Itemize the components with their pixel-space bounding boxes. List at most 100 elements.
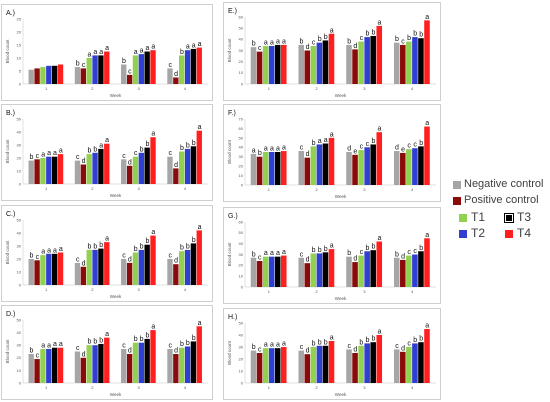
significance-letter: a	[198, 124, 202, 131]
y-tick-label: 20	[17, 256, 22, 261]
x-tick-label: 3	[363, 86, 366, 91]
bar	[57, 252, 64, 285]
significance-letter: b	[186, 142, 190, 149]
bar	[262, 348, 269, 383]
significance-letter: a	[425, 323, 429, 330]
bar	[274, 348, 281, 383]
bar	[86, 249, 92, 285]
bar	[268, 152, 275, 185]
significance-letter: a	[330, 335, 334, 342]
bar	[46, 348, 52, 383]
significance-letter: b	[318, 36, 322, 43]
significance-letter: a	[134, 49, 138, 56]
significance-letter: b	[371, 244, 375, 251]
bar	[98, 343, 104, 383]
significance-letter: c	[82, 62, 86, 69]
significance-letter: a	[330, 243, 334, 250]
significance-letter: a	[318, 138, 322, 145]
bar	[274, 152, 281, 185]
significance-letter: d	[353, 43, 357, 50]
x-tick-label: 1	[45, 186, 48, 191]
x-tick-label: 1	[45, 287, 48, 292]
y-tick-label: 0	[19, 181, 22, 186]
bar	[418, 38, 424, 84]
bar	[418, 251, 424, 287]
bar	[393, 257, 400, 287]
significance-letter: b	[99, 242, 103, 249]
bar	[316, 345, 323, 383]
significance-letter: a	[151, 324, 155, 331]
bar	[268, 256, 275, 287]
significance-letter: c	[401, 38, 405, 45]
bar	[310, 347, 317, 383]
significance-letter: a	[105, 45, 109, 52]
bar	[179, 251, 185, 285]
y-tick-label: 20	[239, 356, 244, 361]
significance-letter: b	[186, 340, 190, 347]
bar	[51, 156, 58, 184]
y-axis-label: Blood count	[5, 339, 10, 364]
significance-letter: d	[401, 253, 405, 260]
bar	[126, 354, 133, 383]
bar	[28, 69, 34, 84]
bar	[364, 37, 370, 84]
bar	[40, 255, 46, 285]
significance-letter: a	[151, 229, 155, 236]
x-tick-label: 3	[363, 385, 366, 390]
significance-letter: b	[324, 339, 328, 346]
legend-label: T1	[471, 210, 486, 224]
y-axis-label: Blood count	[5, 240, 10, 265]
y-axis-label: Blood count	[5, 39, 10, 64]
bar	[370, 342, 376, 383]
significance-letter: a	[105, 331, 109, 338]
significance-letter: b	[87, 243, 91, 250]
significance-letter: a	[145, 45, 149, 52]
bar	[86, 345, 92, 383]
bar	[51, 65, 58, 84]
significance-letter: b	[419, 245, 423, 252]
significance-letter: d	[82, 260, 86, 267]
significance-letter: c	[36, 254, 40, 261]
legend-label: T4	[517, 226, 532, 240]
legend-item-t1: T1	[459, 211, 485, 224]
bar	[34, 359, 40, 383]
bar	[57, 64, 64, 84]
significance-letter: c	[76, 154, 80, 161]
bar	[424, 126, 430, 185]
x-tick-label: 3	[138, 385, 141, 390]
y-tick-label: 20	[17, 29, 22, 34]
bar	[274, 44, 281, 84]
significance-letter: b	[252, 344, 256, 351]
bar	[150, 50, 156, 84]
significance-letter: c	[407, 249, 411, 256]
bar	[358, 41, 364, 84]
significance-letter: a	[140, 48, 144, 55]
bar	[92, 249, 98, 285]
significance-letter: e	[353, 148, 357, 155]
significance-letter: c	[360, 249, 364, 256]
bar	[167, 156, 173, 184]
significance-letter: b	[192, 335, 196, 342]
x-tick-label: 3	[138, 186, 141, 191]
significance-letter: b	[76, 61, 80, 68]
significance-letter: a	[282, 341, 286, 348]
bar	[316, 144, 323, 185]
x-tick-label: 2	[91, 186, 94, 191]
bar	[280, 44, 287, 84]
y-tick-label: 25	[17, 16, 22, 21]
significance-letter: a	[53, 341, 57, 348]
bar	[406, 347, 412, 383]
significance-letter: d	[82, 351, 86, 358]
y-tick-label: 40	[17, 330, 22, 335]
bar	[80, 266, 87, 285]
y-tick-label: 20	[239, 263, 244, 268]
bar	[298, 350, 305, 383]
bar	[370, 250, 376, 287]
bar	[328, 137, 335, 185]
y-tick-label: 60	[239, 219, 244, 224]
bar	[150, 330, 156, 383]
bar	[196, 47, 202, 84]
bar	[74, 262, 81, 285]
